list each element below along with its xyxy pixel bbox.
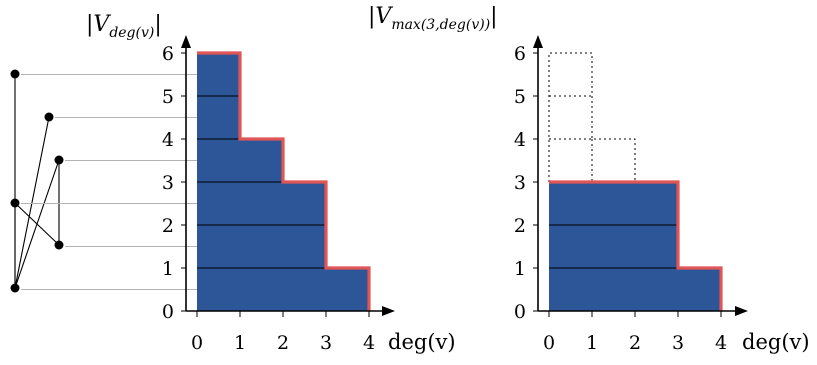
right-y-tick-label: 3 — [514, 172, 526, 194]
left-y-tick-label: 4 — [162, 129, 174, 151]
graph-node — [54, 155, 64, 165]
right-bars — [549, 180, 723, 311]
left-chart: 0 1 2 3 4 0 1 2 3 4 5 6 |Vdeg(v)| deg(v) — [10, 12, 456, 354]
left-y-axis-label: |Vdeg(v)| — [86, 12, 162, 41]
left-y-tick-label: 5 — [162, 86, 174, 108]
right-x-axis-label: deg(v) — [742, 330, 810, 354]
right-bar — [549, 182, 678, 311]
right-x-tick-label: 4 — [715, 332, 727, 354]
graph-node — [10, 69, 20, 79]
graph-node — [10, 283, 20, 293]
left-x-tick-label: 3 — [320, 332, 332, 354]
left-y-tick-label: 1 — [162, 258, 174, 280]
left-axes — [181, 35, 395, 316]
left-bars — [197, 51, 371, 311]
left-x-tick-label: 4 — [363, 332, 375, 354]
left-tick-labels: 0 1 2 3 4 0 1 2 3 4 5 6 — [162, 43, 375, 354]
right-x-tick-label: 0 — [543, 332, 555, 354]
left-y-tick-label: 2 — [162, 215, 174, 237]
right-y-axis-arrow — [533, 35, 543, 48]
left-y-tick-label: 6 — [162, 43, 174, 65]
right-tick-labels: 0 1 2 3 4 0 1 2 3 4 5 6 — [514, 43, 727, 354]
left-y-axis-arrow — [181, 35, 191, 48]
right-x-tick-label: 1 — [586, 332, 598, 354]
right-x-axis-arrow — [735, 306, 748, 316]
right-dotted-original-outline — [548, 52, 636, 182]
graph-node — [44, 112, 54, 122]
right-y-tick-label: 6 — [514, 43, 526, 65]
graph-edge — [14, 116, 50, 289]
left-y-tick-label: 3 — [162, 172, 174, 194]
right-x-tick-label: 3 — [672, 332, 684, 354]
right-dotted-outlines — [548, 52, 636, 182]
graph-node — [54, 240, 64, 250]
left-x-axis-arrow — [382, 306, 395, 316]
right-y-tick-label: 4 — [514, 129, 526, 151]
left-y-tick-label: 0 — [162, 301, 174, 323]
graph-edge — [14, 202, 60, 246]
right-chart: 0 1 2 3 4 0 1 2 3 4 5 6 |Vmax(3,deg(v))| deg(v) — [368, 4, 810, 354]
graph-node — [10, 198, 20, 208]
left-staircase-outline — [197, 51, 371, 311]
right-y-axis-label: |Vmax(3,deg(v))| — [368, 4, 498, 33]
left-x-tick-label: 0 — [191, 332, 203, 354]
right-staircase-outline — [549, 180, 723, 311]
right-y-tick-label: 0 — [514, 301, 526, 323]
right-y-tick-label: 1 — [514, 258, 526, 280]
left-x-axis-label: deg(v) — [388, 330, 456, 354]
left-graph-drawing — [10, 69, 64, 293]
left-connector-lines — [21, 74, 219, 290]
right-x-tick-label: 2 — [629, 332, 641, 354]
right-bar — [678, 268, 721, 311]
right-axes — [533, 35, 748, 316]
left-x-tick-label: 1 — [234, 332, 246, 354]
right-y-tick-label: 5 — [514, 86, 526, 108]
right-y-tick-label: 2 — [514, 215, 526, 237]
left-bar — [326, 268, 369, 311]
left-x-tick-label: 2 — [277, 332, 289, 354]
left-bar — [283, 182, 326, 311]
